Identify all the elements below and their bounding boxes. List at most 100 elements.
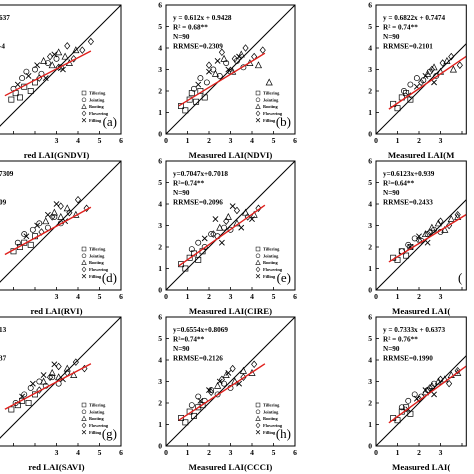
- data-point-diamond: [79, 46, 86, 54]
- x-tick-label: 3: [55, 292, 59, 301]
- x-tick-label: 6: [119, 448, 123, 457]
- data-point-square: [182, 107, 189, 114]
- legend-label: Flowering: [263, 423, 283, 428]
- legend-label: Filling: [89, 118, 102, 123]
- legend-marker: [255, 103, 261, 109]
- data-point-x: [212, 216, 219, 222]
- data-point-x: [23, 233, 30, 240]
- data-point-square: [17, 94, 23, 101]
- data-point-diamond: [74, 195, 82, 204]
- data-point-circle: [21, 231, 28, 238]
- fit-statistics: 7309: [0, 170, 14, 178]
- regression-line: [178, 204, 266, 267]
- plot-frame: [165, 160, 296, 291]
- data-point-diamond: [83, 204, 90, 213]
- data-point-triangle: [72, 46, 80, 54]
- legend-marker: [81, 103, 87, 109]
- legend-label: Filling: [263, 118, 276, 123]
- legend-marker: [81, 253, 87, 259]
- x-tick-label: 5: [272, 292, 276, 301]
- data-point-triangle: [50, 208, 58, 216]
- scatter-panel-5: 0 1 2 3 4 5 6 0 1 2 3 4 5 6 y=0.7047x+0.7018 R²=0.74**N…: [158, 157, 297, 316]
- one-to-one-line: [376, 198, 467, 290]
- data-point-diamond: [66, 208, 73, 217]
- plot-frame: [375, 160, 467, 291]
- legend-label: Jointing: [263, 409, 279, 414]
- data-point-square: [195, 256, 202, 263]
- legend-marker: [255, 118, 261, 123]
- data-point-diamond: [439, 59, 446, 67]
- data-point-x: [42, 75, 49, 82]
- data-point-circle: [201, 244, 208, 250]
- data-point-x: [195, 81, 202, 88]
- x-axis-label: Measured LAI(M: [388, 150, 455, 160]
- legend-label: Filling: [263, 274, 276, 279]
- scatter-panel-9: 0 1 2 3 0 1 2 3 4 5 6 y = 0.7333x + 0.6373 R² = 0.76…: [368, 313, 467, 472]
- x-axis-label: Measured LAI(: [392, 306, 450, 316]
- y-tick-label: 6: [158, 1, 162, 10]
- data-point-circle: [401, 88, 407, 94]
- y-tick-label: 0: [368, 286, 372, 295]
- y-tick-label: 0: [368, 130, 372, 139]
- regression-line: [4, 50, 92, 97]
- data-point-diamond: [46, 52, 54, 61]
- plot-frame: [165, 4, 296, 135]
- legend-label: Booting: [89, 260, 104, 265]
- data-point-circle: [188, 402, 195, 409]
- scatter-panel-3: 0 1 2 3 0 1 2 3 4 5 6 y = 0.6822x + 0.7474 R² = 0.74…: [368, 1, 467, 160]
- y-tick-label: 5: [368, 22, 372, 31]
- legend-label: Tillering: [89, 247, 106, 252]
- regression-line: [388, 213, 467, 263]
- y-tick-label: 5: [368, 334, 372, 343]
- legend-label: Flowering: [263, 111, 283, 116]
- data-point-x: [19, 393, 26, 400]
- data-point-x: [60, 66, 66, 73]
- data-point-diamond: [218, 375, 225, 384]
- legend-label: Booting: [89, 104, 104, 109]
- x-tick-label: 4: [76, 292, 80, 301]
- data-point-triangle: [70, 371, 78, 378]
- y-tick-label: 4: [158, 356, 162, 365]
- data-point-circle: [14, 239, 21, 246]
- data-point-triangle: [239, 366, 247, 374]
- data-point-triangle: [214, 381, 222, 389]
- legend-label: Tillering: [263, 247, 280, 252]
- data-point-circle: [398, 404, 405, 411]
- panel-label: (a): [103, 114, 117, 129]
- x-tick-label: 1: [396, 292, 400, 301]
- data-point-x: [197, 397, 204, 404]
- x-tick-label: 4: [76, 136, 80, 145]
- x-tick-label: 2: [207, 448, 211, 457]
- legend-marker: [255, 110, 261, 117]
- x-tick-label: 4: [250, 448, 254, 457]
- x-tick-label: 1: [396, 136, 400, 145]
- plot-frame: [0, 160, 122, 291]
- data-point-diamond: [64, 42, 71, 50]
- data-point-triangle: [48, 61, 56, 69]
- data-point-diamond: [426, 384, 433, 392]
- data-point-diamond: [231, 54, 238, 63]
- data-point-diamond: [55, 362, 62, 371]
- x-tick-label: 5: [98, 292, 102, 301]
- legend-label: Flowering: [263, 267, 283, 272]
- x-tick-label: 6: [293, 136, 297, 145]
- y-tick-label: 0: [158, 130, 162, 139]
- x-tick-label: 6: [119, 292, 123, 301]
- data-point-x: [214, 57, 221, 64]
- y-tick-label: 6: [158, 313, 162, 322]
- one-to-one-line: [376, 42, 467, 134]
- data-point-triangle: [265, 78, 273, 86]
- data-point-x: [25, 73, 32, 79]
- data-point-diamond: [49, 213, 56, 221]
- legend-marker: [81, 402, 87, 408]
- data-point-diamond: [72, 358, 79, 366]
- data-point-diamond: [46, 373, 54, 381]
- scatter-panel-8: 0 1 2 3 4 5 6 0 1 2 3 4 5 6 y=0.6554x+0.8069 R²=0.74**N…: [158, 313, 297, 472]
- y-tick-label: 0: [158, 442, 162, 451]
- data-point-circle: [19, 75, 26, 82]
- x-tick-label: 3: [439, 136, 443, 145]
- data-point-circle: [188, 246, 195, 253]
- data-point-square: [178, 103, 184, 109]
- panel-label: (: [458, 270, 462, 285]
- y-tick-label: 1: [368, 108, 372, 117]
